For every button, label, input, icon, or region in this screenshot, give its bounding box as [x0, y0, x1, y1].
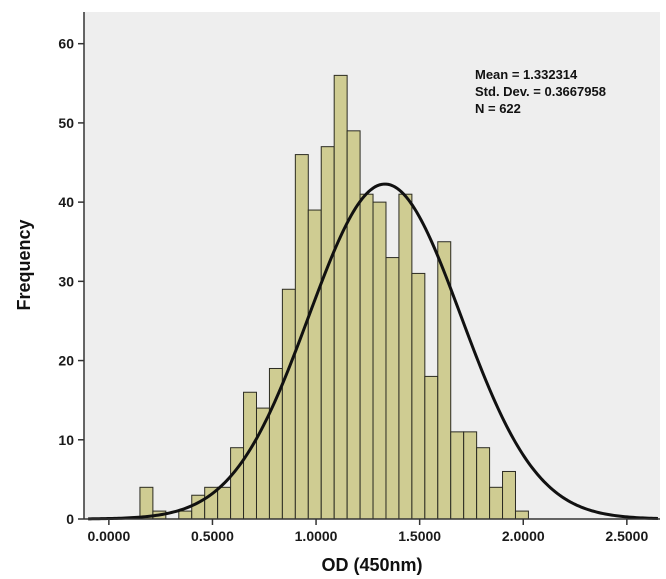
- histogram-bar: [281, 288, 296, 520]
- y-tick-label: 0: [66, 511, 74, 527]
- histogram-bar: [514, 510, 529, 520]
- histogram-bar: [307, 209, 322, 520]
- normal-curve: [88, 182, 658, 521]
- histogram-bar: [476, 447, 491, 520]
- stat-n: N = 622: [475, 101, 521, 116]
- histogram-bar: [502, 470, 516, 520]
- x-ticks-group: 0.0000 0.5000 1.0000 1.5000 2.0000 2.5000: [87, 519, 648, 544]
- x-tick-label: 2.0000: [502, 528, 545, 544]
- histogram-bar: [424, 375, 439, 520]
- histogram-bar: [385, 257, 400, 520]
- stat-std-dev: Std. Dev. = 0.3667958: [475, 84, 606, 99]
- x-tick-label: 1.0000: [295, 528, 338, 544]
- histogram-bar: [463, 431, 478, 520]
- y-tick-label: 20: [58, 353, 74, 369]
- y-tick-label: 60: [58, 36, 74, 52]
- stats-box: Mean = 1.332314 Std. Dev. = 0.3667958 N …: [475, 67, 606, 116]
- histogram-bar: [450, 431, 465, 520]
- x-tick-label: 1.5000: [398, 528, 441, 544]
- histogram-bar: [333, 74, 348, 520]
- histogram-bar: [372, 201, 387, 520]
- y-tick-label: 10: [58, 432, 74, 448]
- stat-mean: Mean = 1.332314: [475, 67, 578, 82]
- bars-group: [139, 74, 529, 520]
- histogram-bar: [489, 486, 504, 520]
- x-tick-label: 0.5000: [191, 528, 234, 544]
- histogram-bar: [320, 146, 335, 520]
- y-tick-label: 40: [58, 194, 74, 210]
- histogram-bar: [217, 486, 232, 520]
- histogram-bar: [230, 447, 245, 520]
- histogram-bar: [346, 130, 361, 520]
- y-axis-title: Frequency: [14, 219, 34, 310]
- x-axis-title: OD (450nm): [321, 555, 422, 575]
- histogram-bar: [359, 193, 374, 520]
- x-tick-label: 0.0000: [87, 528, 130, 544]
- y-ticks-group: 0 10 20 30 40 50 60: [58, 36, 84, 527]
- histogram-bar: [178, 510, 193, 520]
- histogram-bar: [411, 272, 426, 520]
- y-tick-label: 50: [58, 115, 74, 131]
- x-tick-label: 2.5000: [605, 528, 648, 544]
- histogram-bar: [139, 486, 154, 520]
- y-tick-label: 30: [58, 273, 74, 289]
- histogram-bar: [398, 193, 413, 520]
